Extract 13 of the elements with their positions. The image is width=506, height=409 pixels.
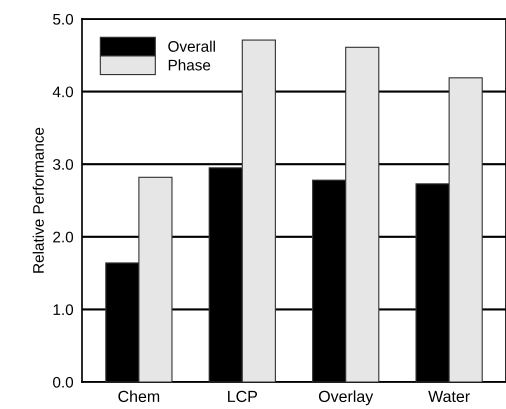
legend-label: Overall [168, 40, 215, 52]
y-axis-title: Relative Performance [32, 128, 44, 273]
x-tick-label: Chem [118, 390, 160, 402]
y-tick-label: 0.0 [53, 376, 74, 388]
y-tick-label: 2.0 [53, 232, 74, 242]
x-tick-label: Water [428, 390, 470, 402]
x-tick-label: LCP [228, 390, 257, 402]
y-tick-label: 3.0 [53, 159, 74, 170]
legend-label: Phase [168, 59, 210, 70]
x-tick-label: Overlay [318, 390, 374, 406]
y-tick-label: 1.0 [54, 304, 74, 316]
y-tick-label: 4.0 [52, 86, 74, 98]
y-tick-label: 5.0 [53, 14, 74, 25]
